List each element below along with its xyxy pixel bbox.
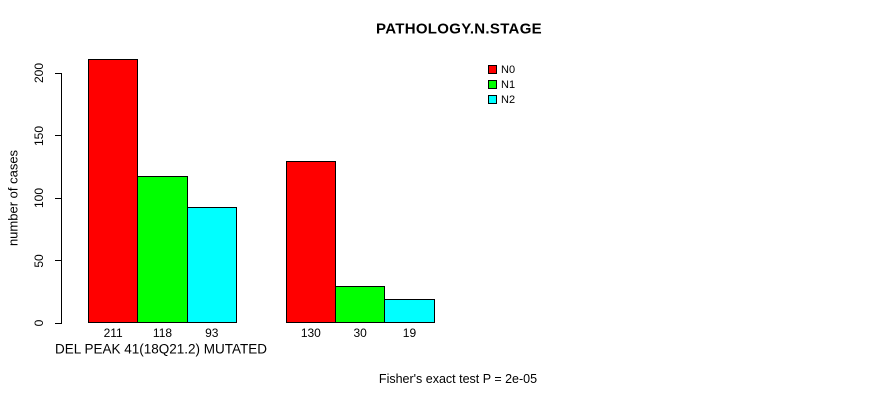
bar-n1-group2 — [335, 285, 386, 323]
legend-label-n2: N2 — [501, 93, 516, 106]
bar-n1-group1 — [137, 175, 188, 323]
bar-n0-group1 — [88, 59, 139, 323]
legend-swatch-n0 — [488, 65, 497, 74]
y-tick-mark — [55, 72, 62, 74]
legend-item-n0: N0 — [488, 62, 515, 77]
bar-n2-group1 — [186, 206, 237, 323]
footnote-fisher-test: Fisher's exact test P = 2e-05 — [378, 372, 538, 386]
y-tick-mark — [55, 260, 62, 261]
bar-value-label: 93 — [205, 326, 219, 340]
chart-title: PATHOLOGY.N.STAGE — [376, 20, 542, 38]
y-tick-label: 50 — [32, 253, 46, 268]
legend-label-n1: N1 — [501, 78, 516, 91]
legend-item-n1: N1 — [488, 77, 515, 92]
legend-swatch-n2 — [488, 95, 497, 104]
y-axis-label: number of cases — [5, 149, 21, 247]
bar-n2-group2 — [384, 299, 435, 323]
legend-swatch-n1 — [488, 80, 497, 89]
bar-value-label: 30 — [353, 326, 367, 340]
legend-item-n2: N2 — [488, 92, 515, 107]
bar-n0-group2 — [285, 160, 336, 323]
y-tick-label: 100 — [32, 187, 46, 209]
y-tick-label: 150 — [32, 125, 46, 146]
bar-value-label: 211 — [103, 326, 123, 340]
legend: N0 N1 N2 — [488, 62, 515, 107]
legend-label-n0: N0 — [501, 63, 516, 76]
y-tick-mark — [55, 322, 62, 324]
bar-value-label: 130 — [300, 326, 321, 340]
bar-value-label: 118 — [152, 326, 173, 340]
y-tick-label: 200 — [32, 62, 46, 84]
y-tick-label: 0 — [32, 319, 46, 327]
x-axis-label: DEL PEAK 41(18Q21.2) MUTATED — [54, 341, 268, 357]
y-tick-mark — [55, 135, 62, 136]
bar-value-label: 19 — [402, 326, 417, 340]
y-tick-mark — [55, 197, 62, 199]
